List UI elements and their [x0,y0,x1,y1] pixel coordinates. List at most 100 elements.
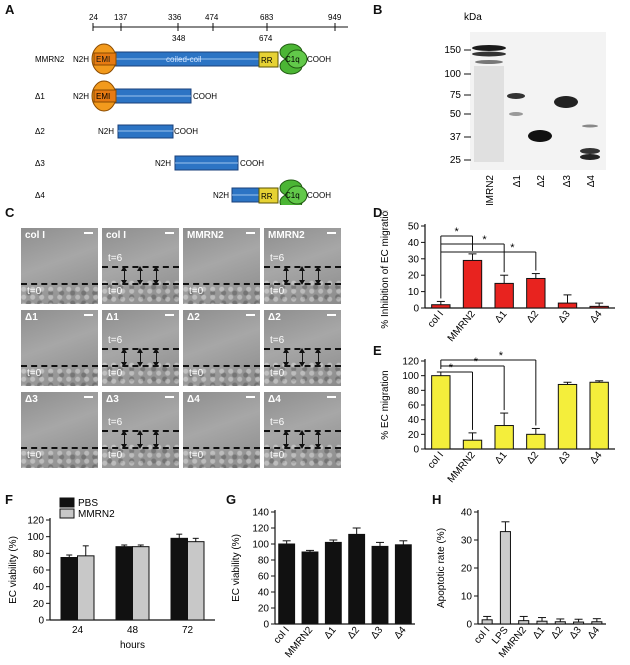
migration-arrow [137,430,143,449]
timepoint-label: t=0 [270,368,285,379]
bar [348,533,366,625]
significance-star: * [499,350,504,362]
y-tick-label: 0 [466,620,472,631]
bar [554,621,566,625]
rr-label: RR [261,56,273,65]
chart-f: 0 20 40 60 80 100 120 EC viability (%) 24 48 72 PBS… [8,497,215,651]
y-tick-label: 40 [408,415,420,426]
x-tick-label: Δ4 [586,625,603,642]
x-tick-label: Δ3 [556,450,573,467]
x-tick-label: Δ1 [493,450,510,467]
blot-unit: kDa [464,12,482,23]
timepoint-label: t=0 [270,450,285,461]
y-axis-label: Apoptotic rate (%) [436,528,447,608]
tile-label: MMRN2 [187,230,224,241]
bar [494,282,514,309]
migration-arrow [153,348,159,367]
migration-arrow [153,266,159,285]
x-tick-label: col I [472,625,492,646]
bar [77,555,95,621]
x-tick-label: col I [426,309,446,330]
y-tick-label: 20 [33,599,45,610]
panel-label-b: B [373,2,383,17]
scratch-micrograph: MMRN2 t=0 [183,228,260,304]
bar [557,302,578,309]
legend-label: PBS [78,498,98,509]
timepoint-label: t=6 [270,417,285,428]
blot-bands [472,45,600,162]
scale-bar [84,232,93,234]
tile-label: Δ2 [187,312,200,323]
legend-swatch [59,508,75,519]
tile-label: Δ4 [187,394,200,405]
lane-label: Δ3 [562,175,573,188]
bar [187,541,205,621]
y-tick-label: 20 [461,564,473,575]
y-tick-label: 100 [252,540,269,551]
n-terminus: N2H [98,127,114,136]
scale-bar [84,314,93,316]
y-tick-label: 120 [252,524,269,535]
x-tick-label: 48 [127,625,139,636]
scale-bar [327,232,336,234]
migration-arrow [299,430,305,449]
y-tick-label: 60 [33,566,45,577]
scale-bar [246,396,255,398]
mw-marker: 25 [450,155,462,166]
wound-edge-t0 [21,447,98,449]
bar [60,557,78,621]
bar [536,620,548,625]
wound-edge-t0 [21,365,98,367]
x-tick-label: Δ2 [346,625,363,642]
scale-bar [327,314,336,316]
coiled-coil-label: coiled-coil [166,55,202,64]
ruler-label: 683 [260,13,274,22]
y-tick-label: 0 [38,616,44,627]
c1q-label: C1q [285,191,300,200]
tile-label: Δ3 [25,394,38,405]
timepoint-label: t=6 [108,253,123,264]
x-tick-label: Δ4 [588,450,605,467]
mw-marker: 37 [450,132,462,143]
y-tick-label: 120 [402,357,419,368]
x-tick-label: Δ2 [525,450,542,467]
bar [526,277,546,309]
n-terminus: N2H [73,55,89,64]
bar [518,620,530,625]
bar [132,546,150,621]
x-tick-label: 24 [72,625,84,636]
scale-bar [246,314,255,316]
bar [589,381,609,450]
c-terminus: COOH [193,92,217,101]
scratch-micrograph: Δ1 t=0 [21,310,98,386]
wound-edge-t0 [183,283,260,285]
bar [371,545,389,625]
migration-arrow [283,430,289,449]
construct-name: Δ3 [35,159,45,168]
x-tick-label: Δ3 [568,625,585,642]
c-terminus: COOH [307,191,331,200]
y-tick-label: 20 [258,604,270,615]
y-tick-label: 20 [408,271,420,282]
n-terminus: N2H [213,191,229,200]
y-tick-label: 60 [258,572,270,583]
mw-marker: 100 [444,69,461,80]
tile-label: Δ2 [268,312,281,323]
y-tick-label: 100 [27,532,44,543]
y-tick-label: 30 [408,254,420,265]
bar [494,425,514,450]
bar [462,259,483,309]
scratch-micrograph: Δ4 t=0 t=6 [264,392,341,468]
legend-label: MMRN2 [78,509,115,520]
migration-arrow [315,266,321,285]
bar [301,551,319,625]
tile-label: Δ1 [25,312,38,323]
y-tick-label: 40 [33,582,45,593]
rr-label: RR [261,192,273,201]
panel-label-e: E [373,343,382,358]
panel-label-g: G [226,492,237,507]
significance-star: * [510,242,515,254]
y-tick-label: 120 [27,516,44,527]
